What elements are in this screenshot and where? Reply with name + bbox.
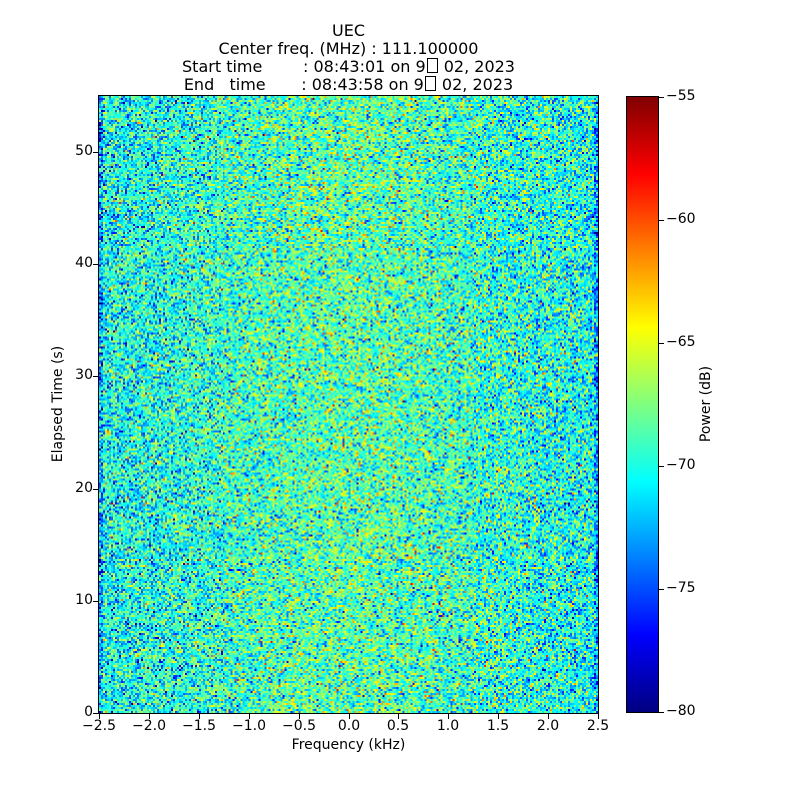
y-tick-label: 20 [75,480,93,496]
x-tick-label: 2.0 [536,718,560,734]
colorbar-tick-mark [659,343,664,344]
colorbar-tick-label: −60 [666,211,696,227]
x-tick-label: −2.0 [132,718,166,734]
x-tick-mark [99,714,100,719]
y-tick-mark [93,264,98,265]
y-tick-mark [93,489,98,490]
y-tick-mark [93,713,98,714]
x-tick-mark [398,714,399,719]
x-tick-label: −0.5 [282,718,316,734]
y-tick-mark [93,152,98,153]
colorbar-label: Power (dB) [698,365,714,443]
x-tick-label: 1.5 [486,718,510,734]
colorbar-tick-mark [659,220,664,221]
y-tick-mark [93,601,98,602]
x-tick-label: −1.0 [232,718,266,734]
x-tick-mark [598,714,599,719]
x-tick-label: 0.0 [337,718,361,734]
x-tick-mark [349,714,350,719]
missing-glyph-box [424,76,436,91]
y-tick-label: 50 [75,143,93,159]
y-tick-label: 40 [75,255,93,271]
y-tick-label: 30 [75,367,93,383]
x-tick-label: 0.5 [386,718,410,734]
colorbar-tick-mark [659,466,664,467]
y-tick-label: 0 [84,704,93,720]
colorbar-tick-label: −55 [666,88,696,104]
y-tick-mark [93,376,98,377]
x-tick-mark [149,714,150,719]
x-tick-label: −1.5 [182,718,216,734]
colorbar-tick-label: −65 [666,334,696,350]
x-tick-mark [548,714,549,719]
colorbar-tick-label: −75 [666,580,696,596]
colorbar-tick-label: −80 [666,703,696,719]
x-tick-label: 1.0 [436,718,460,734]
colorbar [626,96,659,713]
colorbar-tick-label: −70 [666,457,696,473]
start-time-line: Start time : 08:43:01 on 9 02, 2023 [182,57,515,76]
plot-area [98,95,599,714]
center-freq-line: Center freq. (MHz) : 111.100000 [218,39,479,58]
missing-glyph-box [426,58,438,73]
spectrogram-canvas [99,96,598,713]
plot-title: UEC [332,21,365,40]
x-tick-label: −2.5 [82,718,116,734]
colorbar-tick-mark [659,589,664,590]
x-tick-mark [199,714,200,719]
y-tick-label: 10 [75,592,93,608]
y-axis-label: Elapsed Time (s) [50,345,66,463]
x-tick-mark [448,714,449,719]
x-tick-mark [498,714,499,719]
x-axis-label: Frequency (kHz) [291,737,406,753]
colorbar-tick-mark [659,712,664,713]
x-tick-mark [299,714,300,719]
colorbar-tick-mark [659,97,664,98]
x-tick-label: 2.5 [586,718,610,734]
end-time-line: End time : 08:43:58 on 9 02, 2023 [183,75,514,94]
x-tick-mark [249,714,250,719]
